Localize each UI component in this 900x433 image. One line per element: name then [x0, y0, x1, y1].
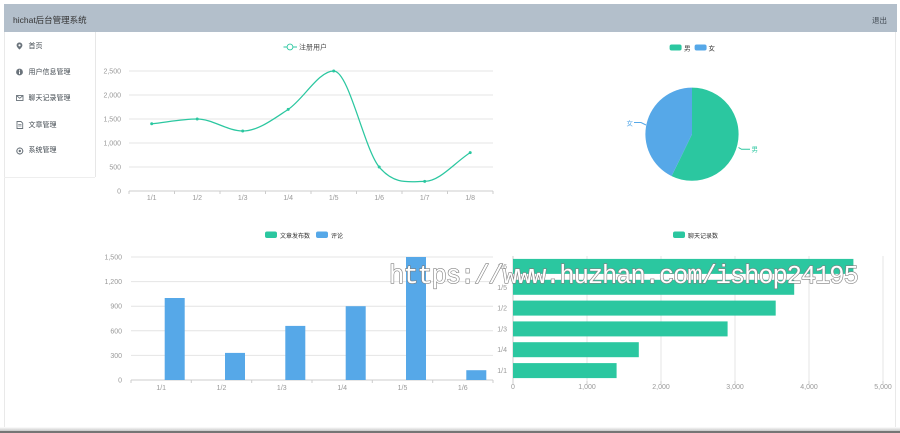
svg-text:1,000: 1,000 — [103, 141, 121, 148]
svg-text:2,000: 2,000 — [652, 384, 670, 391]
svg-text:1,000: 1,000 — [578, 384, 596, 391]
svg-text:5,000: 5,000 — [874, 384, 892, 391]
svg-text:1/6: 1/6 — [458, 385, 468, 392]
svg-text:1/6: 1/6 — [497, 264, 507, 271]
svg-text:2,500: 2,500 — [103, 69, 121, 76]
svg-text:1/7: 1/7 — [420, 195, 430, 202]
svg-text:注册用户: 注册用户 — [299, 43, 327, 52]
svg-text:1,500: 1,500 — [103, 117, 121, 124]
svg-text:1/3: 1/3 — [277, 385, 287, 392]
svg-text:4,000: 4,000 — [800, 384, 818, 391]
svg-text:女: 女 — [709, 44, 716, 53]
svg-text:聊天记录数: 聊天记录数 — [688, 232, 718, 240]
svg-text:500: 500 — [109, 165, 121, 172]
svg-text:男: 男 — [752, 146, 759, 154]
svg-text:https://www.huzhan.com/ishop24: https://www.huzhan.com/ishop24195 — [389, 262, 858, 291]
svg-text:1/1: 1/1 — [497, 368, 507, 375]
svg-text:女: 女 — [627, 118, 634, 127]
svg-text:1/2: 1/2 — [217, 385, 227, 392]
svg-text:1/1: 1/1 — [147, 195, 157, 202]
svg-text:2,000: 2,000 — [103, 93, 121, 100]
svg-text:1/2: 1/2 — [497, 306, 507, 313]
svg-text:1/4: 1/4 — [497, 347, 507, 354]
svg-text:1/5: 1/5 — [329, 195, 339, 202]
svg-text:300: 300 — [110, 353, 122, 360]
svg-text:0: 0 — [118, 378, 122, 385]
svg-text:0: 0 — [511, 384, 515, 391]
svg-text:文章发布数: 文章发布数 — [280, 232, 310, 240]
svg-text:1/1: 1/1 — [156, 385, 166, 392]
svg-text:0: 0 — [117, 189, 121, 196]
svg-text:1,500: 1,500 — [104, 255, 122, 262]
svg-text:男: 男 — [684, 45, 691, 53]
svg-text:1/2: 1/2 — [192, 195, 202, 202]
svg-text:1,200: 1,200 — [104, 279, 122, 286]
svg-text:1/5: 1/5 — [398, 385, 408, 392]
svg-text:1/4: 1/4 — [337, 385, 347, 392]
svg-text:900: 900 — [110, 304, 122, 311]
svg-text:600: 600 — [110, 328, 122, 335]
svg-text:1/4: 1/4 — [283, 195, 293, 202]
svg-text:1/8: 1/8 — [465, 195, 475, 202]
svg-text:1/5: 1/5 — [497, 285, 507, 292]
svg-text:1/3: 1/3 — [238, 195, 248, 202]
svg-text:评论: 评论 — [331, 232, 343, 240]
svg-text:3,000: 3,000 — [726, 384, 744, 391]
svg-text:1/6: 1/6 — [374, 195, 384, 202]
svg-text:1/3: 1/3 — [497, 326, 507, 333]
